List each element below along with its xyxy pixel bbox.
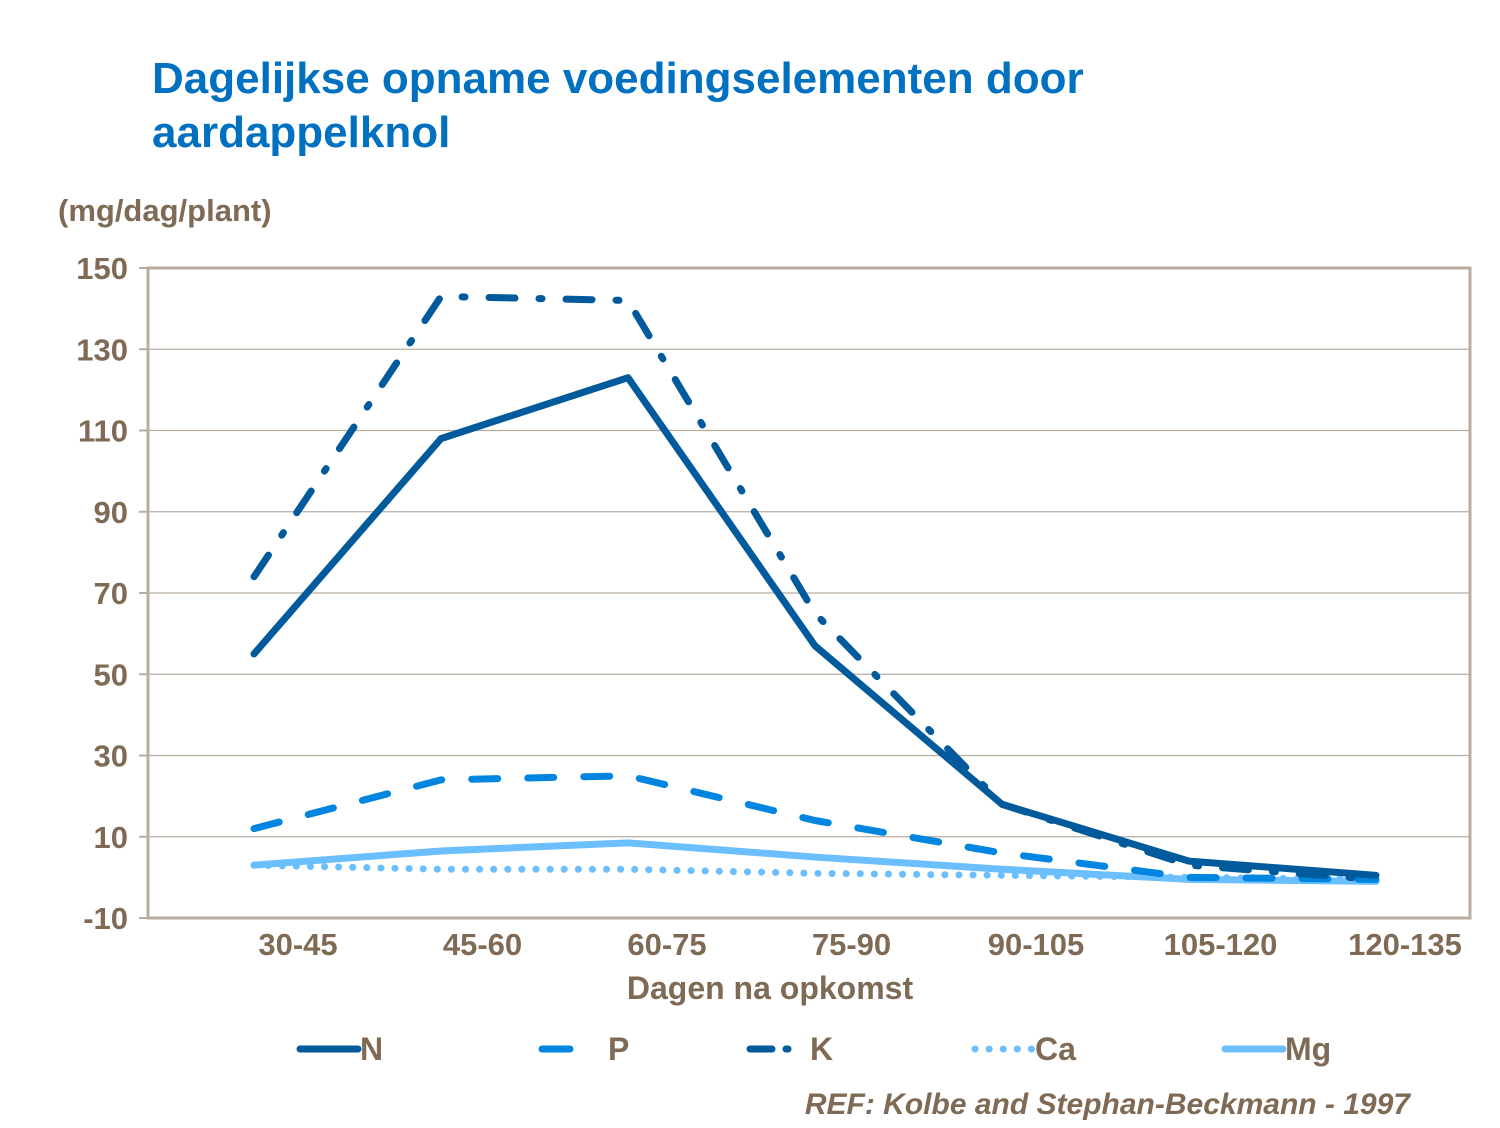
x-axis-label: Dagen na opkomst <box>626 970 914 1006</box>
y-axis-label: (mg/dag/plant) <box>58 193 272 228</box>
x-tick-label: 45-60 <box>443 927 522 962</box>
x-tick-label: 105-120 <box>1164 927 1278 962</box>
y-tick-label: 10 <box>94 820 128 855</box>
x-tick-label: 75-90 <box>812 927 891 962</box>
y-tick-label: 110 <box>78 414 128 449</box>
series-line-n <box>250 374 1380 879</box>
source-reference: REF: Kolbe and Stephan-Beckmann - 1997 <box>804 1088 1410 1121</box>
series-line-p <box>250 772 1380 883</box>
y-tick-label: 30 <box>94 739 128 774</box>
y-tick-label: 90 <box>94 495 128 530</box>
series-line-ca <box>250 861 1380 883</box>
y-tick-label: 50 <box>94 657 128 692</box>
legend-label-p: P <box>608 1031 629 1067</box>
y-tick-label: -10 <box>83 901 128 936</box>
y-tick-label: 150 <box>76 251 128 286</box>
x-tick-label: 90-105 <box>988 927 1085 962</box>
x-tick-label: 30-45 <box>258 927 337 962</box>
legend-label-k: K <box>810 1031 833 1067</box>
series-line-k <box>250 292 1380 883</box>
legend-label-mg: Mg <box>1285 1031 1331 1067</box>
x-tick-label: 60-75 <box>627 927 706 962</box>
legend-label-n: N <box>360 1031 383 1067</box>
x-tick-label: 120-135 <box>1348 927 1462 962</box>
y-tick-label: 130 <box>76 332 128 367</box>
legend-label-ca: Ca <box>1035 1031 1076 1067</box>
chart-title: Dagelijkse opname voedingselementen door… <box>152 54 1084 157</box>
y-tick-label: 70 <box>94 576 128 611</box>
